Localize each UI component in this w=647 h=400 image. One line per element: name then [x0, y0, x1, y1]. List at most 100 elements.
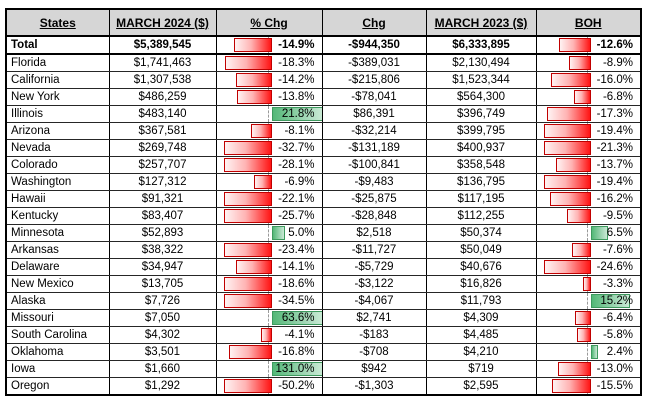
cell-march2024[interactable]: $5,389,545	[108, 35, 217, 55]
cell-chg[interactable]: -$4,067	[321, 292, 427, 310]
cell-march2024[interactable]: $1,660	[108, 360, 217, 378]
cell-boh[interactable]: -13.0%	[535, 360, 642, 378]
cell-pct_chg[interactable]: 131.0%	[215, 360, 323, 378]
cell-chg[interactable]: -$389,031	[321, 53, 427, 72]
cell-pct_chg[interactable]: -34.5%	[215, 292, 323, 310]
cell-pct_chg[interactable]: -13.8%	[215, 88, 323, 106]
cell-chg[interactable]: -$3,122	[321, 275, 427, 293]
cell-pct_chg[interactable]: -8.1%	[215, 122, 323, 140]
cell-boh[interactable]: -15.5%	[535, 377, 642, 396]
cell-state[interactable]: Oklahoma	[5, 343, 110, 361]
cell-march2024[interactable]: $1,307,538	[108, 71, 217, 89]
cell-chg[interactable]: $2,741	[321, 309, 427, 327]
cell-boh[interactable]: -6.4%	[535, 309, 642, 327]
cell-state[interactable]: California	[5, 71, 110, 89]
cell-chg[interactable]: -$131,189	[321, 139, 427, 157]
cell-boh[interactable]: -12.6%	[535, 35, 642, 55]
cell-pct_chg[interactable]: -50.2%	[215, 377, 323, 396]
cell-boh[interactable]: 2.4%	[535, 343, 642, 361]
cell-march2023[interactable]: $358,548	[425, 156, 537, 174]
cell-state[interactable]: Arkansas	[5, 241, 110, 259]
cell-march2023[interactable]: $400,937	[425, 139, 537, 157]
cell-state[interactable]: Minnesota	[5, 224, 110, 242]
cell-boh[interactable]: -6.8%	[535, 88, 642, 106]
cell-pct_chg[interactable]: -18.6%	[215, 275, 323, 293]
cell-march2024[interactable]: $83,407	[108, 207, 217, 225]
cell-march2023[interactable]: $16,826	[425, 275, 537, 293]
column-header-state[interactable]: States	[5, 8, 110, 37]
cell-chg[interactable]: -$9,483	[321, 173, 427, 191]
cell-chg[interactable]: -$11,727	[321, 241, 427, 259]
cell-pct_chg[interactable]: 21.8%	[215, 105, 323, 123]
cell-march2023[interactable]: $6,333,895	[425, 35, 537, 55]
cell-pct_chg[interactable]: -32.7%	[215, 139, 323, 157]
cell-march2023[interactable]: $11,793	[425, 292, 537, 310]
cell-chg[interactable]: -$183	[321, 326, 427, 344]
column-header-chg[interactable]: Chg	[321, 8, 427, 37]
cell-boh[interactable]: 15.2%	[535, 292, 642, 310]
cell-boh[interactable]: -24.6%	[535, 258, 642, 276]
cell-pct_chg[interactable]: 5.0%	[215, 224, 323, 242]
cell-march2023[interactable]: $40,676	[425, 258, 537, 276]
cell-pct_chg[interactable]: -25.7%	[215, 207, 323, 225]
cell-boh[interactable]: -9.5%	[535, 207, 642, 225]
cell-pct_chg[interactable]: -4.1%	[215, 326, 323, 344]
cell-chg[interactable]: $2,518	[321, 224, 427, 242]
cell-march2024[interactable]: $7,726	[108, 292, 217, 310]
cell-boh[interactable]: -7.6%	[535, 241, 642, 259]
cell-chg[interactable]: $86,391	[321, 105, 427, 123]
cell-march2024[interactable]: $127,312	[108, 173, 217, 191]
cell-state[interactable]: Total	[5, 35, 110, 55]
cell-state[interactable]: Colorado	[5, 156, 110, 174]
cell-pct_chg[interactable]: -14.2%	[215, 71, 323, 89]
cell-state[interactable]: Nevada	[5, 139, 110, 157]
cell-march2024[interactable]: $483,140	[108, 105, 217, 123]
cell-state[interactable]: South Carolina	[5, 326, 110, 344]
cell-state[interactable]: Alaska	[5, 292, 110, 310]
cell-state[interactable]: Hawaii	[5, 190, 110, 208]
cell-chg[interactable]: -$25,875	[321, 190, 427, 208]
cell-march2023[interactable]: $50,049	[425, 241, 537, 259]
column-header-march2024[interactable]: MARCH 2024 ($)	[108, 8, 217, 37]
cell-march2023[interactable]: $719	[425, 360, 537, 378]
column-header-pct_chg[interactable]: % Chg	[215, 8, 323, 37]
cell-pct_chg[interactable]: -6.9%	[215, 173, 323, 191]
cell-march2024[interactable]: $91,321	[108, 190, 217, 208]
cell-chg[interactable]: -$215,806	[321, 71, 427, 89]
cell-state[interactable]: Arizona	[5, 122, 110, 140]
cell-state[interactable]: Illinois	[5, 105, 110, 123]
column-header-boh[interactable]: BOH	[535, 8, 642, 37]
cell-chg[interactable]: -$944,350	[321, 35, 427, 55]
cell-state[interactable]: Oregon	[5, 377, 110, 396]
cell-march2023[interactable]: $564,300	[425, 88, 537, 106]
cell-state[interactable]: Missouri	[5, 309, 110, 327]
cell-state[interactable]: Washington	[5, 173, 110, 191]
cell-state[interactable]: New York	[5, 88, 110, 106]
cell-march2024[interactable]: $269,748	[108, 139, 217, 157]
cell-state[interactable]: Iowa	[5, 360, 110, 378]
cell-chg[interactable]: -$100,841	[321, 156, 427, 174]
cell-march2023[interactable]: $1,523,344	[425, 71, 537, 89]
cell-march2024[interactable]: $52,893	[108, 224, 217, 242]
cell-chg[interactable]: -$32,214	[321, 122, 427, 140]
cell-march2023[interactable]: $2,595	[425, 377, 537, 396]
cell-chg[interactable]: -$708	[321, 343, 427, 361]
cell-march2024[interactable]: $7,050	[108, 309, 217, 327]
cell-march2023[interactable]: $112,255	[425, 207, 537, 225]
cell-boh[interactable]: -8.9%	[535, 53, 642, 72]
cell-state[interactable]: Florida	[5, 53, 110, 72]
cell-boh[interactable]: -3.3%	[535, 275, 642, 293]
cell-march2023[interactable]: $4,485	[425, 326, 537, 344]
cell-boh[interactable]: -17.3%	[535, 105, 642, 123]
cell-chg[interactable]: -$78,041	[321, 88, 427, 106]
cell-march2024[interactable]: $38,322	[108, 241, 217, 259]
cell-boh[interactable]: -16.2%	[535, 190, 642, 208]
cell-state[interactable]: New Mexico	[5, 275, 110, 293]
column-header-march2023[interactable]: MARCH 2023 ($)	[425, 8, 537, 37]
cell-march2024[interactable]: $4,302	[108, 326, 217, 344]
cell-march2024[interactable]: $13,705	[108, 275, 217, 293]
cell-boh[interactable]: -16.0%	[535, 71, 642, 89]
cell-boh[interactable]: -21.3%	[535, 139, 642, 157]
cell-pct_chg[interactable]: -14.1%	[215, 258, 323, 276]
cell-march2024[interactable]: $34,947	[108, 258, 217, 276]
